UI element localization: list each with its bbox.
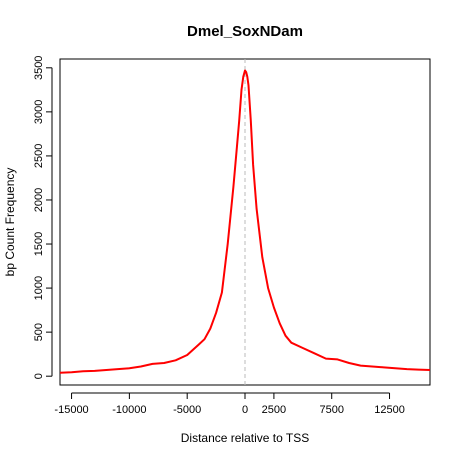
y-axis: 0 500 1000 1500 2000 2500 3000 3500: [33, 56, 53, 379]
x-tick-label: -10000: [112, 404, 146, 416]
x-tick-label: 0: [242, 404, 248, 416]
x-tick-label: 12500: [374, 404, 405, 416]
x-tick-label: 2500: [262, 404, 286, 416]
y-tick-label: 2500: [33, 144, 45, 168]
y-tick-label: 0: [33, 373, 45, 379]
y-tick-label: 1500: [33, 232, 45, 256]
y-tick-label: 3500: [33, 56, 45, 80]
x-tick-label: 7500: [319, 404, 343, 416]
x-tick-label: -15000: [54, 404, 88, 416]
y-tick-label: 3000: [33, 100, 45, 124]
x-axis: -15000 -10000 -5000 0 2500 7500 12500: [54, 392, 405, 416]
y-axis-title: bp Count Frequency: [3, 168, 17, 277]
y-tick-label: 2000: [33, 188, 45, 212]
chart-title: Dmel_SoxNDam: [187, 23, 303, 40]
x-axis-title: Distance relative to TSS: [181, 431, 310, 445]
y-tick-label: 1000: [33, 276, 45, 300]
y-tick-label: 500: [33, 323, 45, 341]
series-line: [59, 69, 431, 374]
x-tick-label: -5000: [173, 404, 201, 416]
